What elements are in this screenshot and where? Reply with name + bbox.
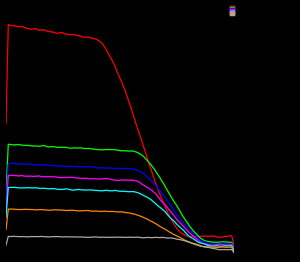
- Legend: , , , , , , : , , , , , ,: [231, 6, 233, 15]
